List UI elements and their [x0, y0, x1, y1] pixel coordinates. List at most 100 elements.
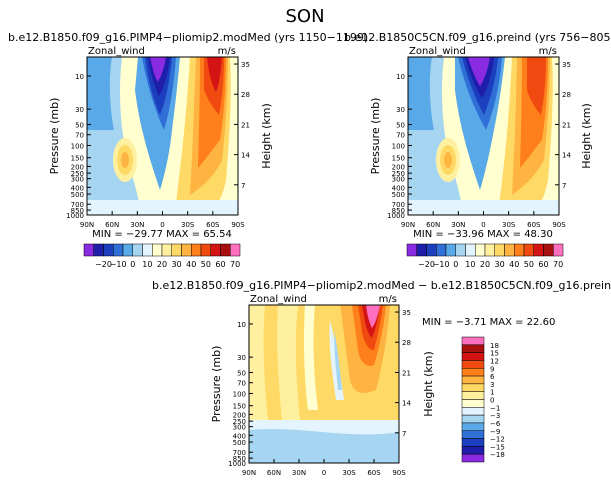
colorbar-label: 3 [490, 381, 494, 389]
colorbar-label: 40 [509, 260, 519, 269]
y-tick-label: 300 [392, 176, 405, 184]
colorbar-label: 60 [215, 260, 225, 269]
panel-1: b.e12.B1850.f09_g16.PIMP4−pliomip2.modMe… [8, 31, 368, 269]
colorbar-label: 10 [142, 260, 152, 269]
y-tick-label: 100 [233, 390, 246, 398]
panel-2-colorbar: −20−10 0 10 20 30 40 50 60 70 [406, 243, 564, 269]
colorbar-label: 20 [157, 260, 167, 269]
y-tick-label: 1000 [387, 212, 405, 220]
colorbar-label: −1 [490, 404, 500, 412]
panel-2-variable: Zonal_wind [409, 46, 466, 57]
colorbar-swatch [142, 243, 153, 257]
x-tick-label: 30S [342, 469, 356, 477]
panel-1-title: b.e12.B1850.f09_g16.PIMP4−pliomip2.modMe… [8, 31, 368, 44]
y-tick-label: 50 [396, 122, 405, 130]
colorbar-swatch [461, 453, 485, 463]
colorbar-swatch [461, 360, 485, 369]
colorbar-label: 12 [490, 357, 499, 365]
x-tick-label: 30N [130, 221, 144, 229]
y-tick-label: 1000 [66, 212, 84, 220]
colorbar-swatch [461, 375, 485, 385]
colorbar-swatch [161, 243, 172, 257]
panel-2: b.e12.B1850C5CN.f09_g16.preind (yrs 756−… [344, 31, 611, 269]
panel-1-right-ticks: 35 28 21 14 7 [234, 61, 250, 190]
colorbar-swatch [416, 243, 427, 257]
panel-2-units: m/s [539, 46, 557, 57]
colorbar-swatch [461, 352, 485, 361]
y-tick-label: 250 [392, 170, 405, 178]
right-tick-label: 7 [241, 182, 245, 190]
page-title: SON [285, 6, 324, 27]
colorbar-swatch [543, 243, 554, 257]
colorbar-swatch [93, 243, 104, 257]
colorbar-swatch [406, 243, 417, 257]
x-tick-label: 30N [292, 469, 306, 477]
colorbar-swatch [436, 243, 447, 257]
y-tick-label: 300 [71, 176, 84, 184]
colorbar-swatch [181, 243, 192, 257]
y-tick-label: 30 [237, 354, 246, 362]
right-tick-label: 14 [241, 152, 250, 160]
y-tick-label: 500 [233, 439, 246, 447]
y-tick-label: 10 [396, 73, 405, 81]
panel-3: b.e12.B1850.f09_g16.PIMP4−pliomip2.modMe… [152, 279, 611, 477]
panel-1-ylabel-right: Height (km) [260, 103, 273, 169]
x-tick-label: 90N [401, 221, 415, 229]
colorbar-swatch [461, 446, 485, 455]
right-tick-label: 21 [562, 121, 571, 129]
y-tick-label: 10 [75, 73, 84, 81]
colorbar-swatch [230, 243, 241, 257]
colorbar-label: 60 [538, 260, 548, 269]
panel-2-ylabel: Pressure (mb) [369, 98, 382, 175]
colorbar-swatch [455, 243, 466, 257]
y-tick-label: 850 [233, 455, 246, 463]
right-tick-label: 35 [241, 61, 250, 69]
colorbar-swatch [83, 243, 94, 257]
colorbar-label: 70 [230, 260, 240, 269]
colorbar-swatch [461, 438, 485, 447]
colorbar-label: −10 [110, 260, 127, 269]
y-tick-label: 400 [71, 184, 84, 192]
x-tick-label: 0 [481, 221, 485, 229]
colorbar-swatch [461, 399, 485, 408]
y-tick-label: 250 [71, 170, 84, 178]
y-tick-label: 30 [75, 106, 84, 114]
colorbar-swatch [494, 243, 505, 257]
right-tick-label: 14 [402, 400, 411, 408]
x-tick-label: 0 [322, 469, 326, 477]
y-tick-label: 150 [233, 403, 246, 411]
y-tick-label: 300 [233, 424, 246, 432]
y-tick-label: 200 [71, 163, 84, 171]
colorbar-swatch [504, 243, 515, 257]
y-tick-label: 250 [233, 418, 246, 426]
colorbar-swatch [122, 243, 133, 257]
y-tick-label: 500 [392, 191, 405, 199]
panel-3-stats: MIN = −3.71 MAX = 22.60 [422, 317, 555, 328]
colorbar-swatch [220, 243, 231, 257]
right-tick-label: 7 [562, 182, 566, 190]
panel-1-variable: Zonal_wind [88, 46, 145, 57]
panel-3-variable: Zonal_wind [250, 294, 307, 305]
colorbar-swatch [553, 243, 564, 257]
x-tick-label: 90N [80, 221, 94, 229]
colorbar-label: 70 [553, 260, 563, 269]
colorbar-label: −20 [95, 260, 112, 269]
colorbar-swatch [171, 243, 182, 257]
colorbar-label: 10 [465, 260, 475, 269]
colorbar-label: −12 [490, 436, 505, 444]
colorbar-swatch [461, 414, 485, 424]
colorbar-label: 1 [490, 389, 494, 397]
y-tick-label: 70 [396, 132, 405, 140]
colorbar-label: 9 [490, 365, 494, 373]
colorbar-swatch [461, 391, 485, 400]
colorbar-swatch [484, 243, 495, 257]
panel-1-contours [87, 57, 238, 215]
colorbar-swatch [533, 243, 544, 257]
y-tick-label: 700 [71, 201, 84, 209]
colorbar-swatch [475, 243, 486, 257]
colorbar-label: 30 [172, 260, 182, 269]
y-tick-label: 1000 [228, 460, 246, 468]
colorbar-swatch [191, 243, 202, 257]
